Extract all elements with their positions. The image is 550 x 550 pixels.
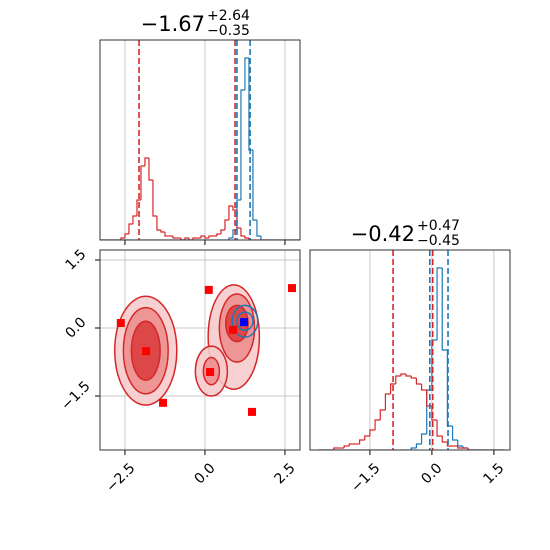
histogram-step [216,233,221,236]
histogram-step [364,435,370,440]
histogram-step [389,383,396,394]
histogram-step [369,429,376,436]
point [229,325,238,334]
histogram-step [228,237,233,240]
title-value: −0.42 [351,222,415,246]
panel [318,250,505,450]
x-tick-label: −2.5 [103,460,138,495]
histogram-step [152,180,157,217]
histogram-step [144,157,149,166]
histogram-step [333,447,339,450]
histogram-step [374,419,381,430]
histogram-step [248,238,253,240]
point [248,407,256,416]
histogram-step [260,236,265,240]
histogram-step [200,235,205,238]
histogram-step [124,233,129,238]
title-lower: −0.35 [207,23,250,39]
histogram-step [164,232,169,237]
histogram-step [400,373,407,376]
histogram-step [410,447,417,450]
histogram-step [208,235,213,238]
point [159,398,168,407]
histogram-step [172,236,177,239]
histogram-step [436,420,443,437]
panel [100,250,300,450]
histogram-step [405,374,412,377]
histogram-step [248,58,253,151]
point [240,318,248,327]
histogram-step [184,237,189,240]
histogram-step [358,439,365,444]
axes-frame [309,249,511,451]
histogram-step [128,223,133,234]
title-lower: −0.45 [417,233,460,249]
histogram-step [136,199,141,216]
histogram-step [240,228,245,237]
histogram-step [441,268,448,351]
point [204,285,213,294]
histogram-step [379,409,386,420]
histogram-step [343,445,350,448]
histogram-step [240,89,245,200]
x-tick-label: 0.0 [192,460,219,487]
histogram-step [415,378,422,385]
histogram-step [410,376,417,379]
histogram-step [348,443,355,446]
x-tick-label: −1.5 [348,460,383,495]
histogram-step [204,236,209,239]
histogram-step [457,446,463,449]
histogram-step [457,440,463,447]
histogram-step [228,205,233,220]
point [206,367,215,376]
histogram-step [224,219,229,230]
histogram-step [156,216,161,231]
histogram-step [431,339,438,390]
histogram-step [467,448,474,450]
axes-frame [99,39,301,241]
x-tick-label: 0.0 [418,460,445,487]
histogram-step [415,443,422,448]
y-tick-label: 0.0 [62,314,89,341]
y-tick-label: 1.5 [62,246,89,273]
x-tick-label: 1.5 [480,460,507,487]
axes-frame [99,249,301,451]
histogram-step [180,238,185,240]
histogram-step [384,393,391,410]
histogram-step [244,57,249,90]
histogram-step [420,384,427,391]
histogram-step [192,237,197,240]
histogram-step [160,230,165,233]
histogram-step [120,237,125,240]
histogram-step [436,267,443,340]
point [116,319,125,328]
histogram-step [188,238,193,240]
title-upper: +2.64 [207,8,250,24]
histogram-step [148,158,153,181]
histogram-step [395,375,401,384]
histogram-step [132,215,137,224]
y-tick-label: −1.5 [58,378,93,413]
histogram-step [451,426,458,441]
x-tick-label: 2.5 [272,460,299,487]
point [288,284,296,293]
histogram-step [431,406,438,421]
histogram-step [252,150,257,221]
histogram-step [420,433,427,444]
point [142,347,151,356]
contour [236,311,254,332]
contour [231,304,259,338]
histogram-step [441,436,448,443]
histogram-step [220,229,225,234]
title-upper: +0.47 [417,218,460,234]
histogram-step [256,220,261,237]
histogram-step [140,165,145,200]
histogram-step [244,236,249,239]
title-value: −1.67 [141,12,205,36]
histogram-step [232,206,237,211]
panel [100,40,300,240]
